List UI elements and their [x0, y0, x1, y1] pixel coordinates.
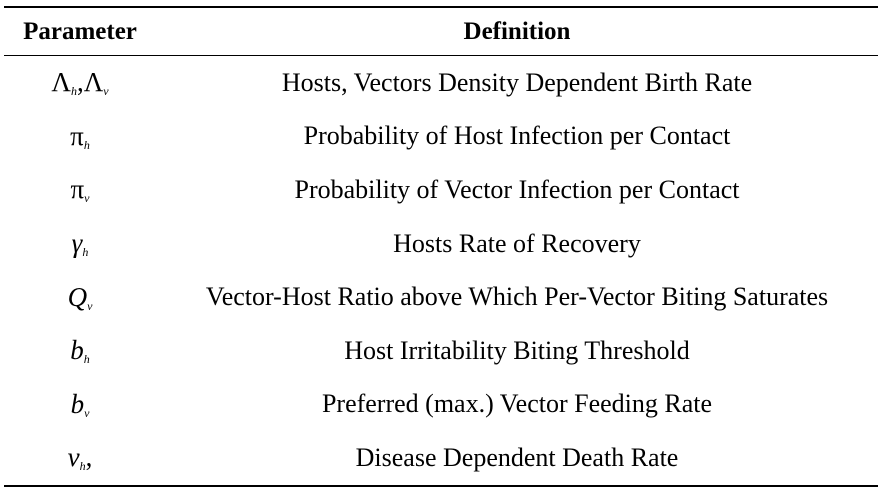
symbol-subscript: h [79, 459, 86, 474]
parameter-symbol: γh [72, 228, 89, 258]
parameter-symbol: Qv [68, 282, 93, 312]
symbol-subscript: v [87, 298, 93, 313]
table-row: πh Probability of Host Infection per Con… [4, 110, 878, 164]
table-top-rule [4, 6, 878, 8]
parameter-cell: Qv [4, 282, 156, 313]
symbol-subscript: h [83, 137, 90, 152]
symbol-base: Q [67, 281, 88, 312]
header-definition: Definition [463, 17, 571, 45]
symbol-subscript: h [82, 245, 89, 260]
parameter-symbol: πv [71, 174, 90, 204]
parameter-cell: νh, [4, 442, 156, 473]
symbol-subscript: v [103, 84, 109, 99]
table-bottom-rule [4, 484, 878, 487]
table-header-row: Parameter Definition [4, 8, 878, 55]
definition-cell: Probability of Host Infection per Contac… [303, 121, 731, 151]
table-row: Λh,Λv Hosts, Vectors Density Dependent B… [4, 56, 878, 110]
symbol-separator: , [85, 442, 93, 473]
parameter-table: Parameter Definition Λh,Λv Hosts, Vector… [4, 6, 878, 487]
symbol-subscript: h [70, 84, 77, 99]
parameter-symbol: bv [71, 389, 90, 419]
symbol-base: Λ [51, 67, 71, 98]
parameter-cell: γh [4, 228, 156, 259]
table-row: γh Hosts Rate of Recovery [4, 217, 878, 271]
definition-cell: Hosts Rate of Recovery [393, 228, 641, 258]
parameter-cell: πh [4, 121, 156, 152]
parameter-cell: bh [4, 335, 156, 366]
table-header-rule [4, 55, 878, 56]
symbol-subscript: v [84, 405, 90, 420]
symbol-subscript: v [84, 191, 90, 206]
symbol-base: γ [71, 228, 83, 259]
symbol-base: ν [67, 442, 80, 473]
table-row: bv Preferred (max.) Vector Feeding Rate [4, 378, 878, 432]
symbol-subscript: h [83, 352, 90, 367]
header-parameter: Parameter [23, 17, 137, 45]
symbol-base: b [70, 388, 85, 419]
definition-cell: Hosts, Vectors Density Dependent Birth R… [281, 67, 753, 97]
symbol-separator: , [76, 67, 84, 98]
definition-cell: Preferred (max.) Vector Feeding Rate [321, 389, 713, 419]
parameter-cell: bv [4, 389, 156, 420]
table-row: bh Host Irritability Biting Threshold [4, 324, 878, 378]
definition-cell: Probability of Vector Infection per Cont… [294, 174, 740, 204]
definition-cell: Host Irritability Biting Threshold [344, 335, 690, 365]
symbol-base: Λ [83, 67, 104, 98]
parameter-symbol: πh [70, 121, 90, 151]
parameter-cell: πv [4, 174, 156, 205]
parameter-cell: Λh,Λv [4, 67, 156, 98]
table-row: νh, Disease Dependent Death Rate [4, 431, 878, 485]
parameter-symbol: bh [70, 335, 90, 365]
table-row: πv Probability of Vector Infection per C… [4, 163, 878, 217]
symbol-base: b [70, 335, 84, 366]
table-row: Qv Vector-Host Ratio above Which Per-Vec… [4, 270, 878, 324]
parameter-symbol: Λh,Λv [51, 67, 108, 97]
symbol-base: π [70, 174, 85, 205]
definition-cell: Vector-Host Ratio above Which Per-Vector… [205, 282, 829, 312]
definition-cell: Disease Dependent Death Rate [355, 442, 679, 472]
parameter-symbol: νh, [68, 442, 93, 472]
symbol-base: π [70, 120, 84, 151]
